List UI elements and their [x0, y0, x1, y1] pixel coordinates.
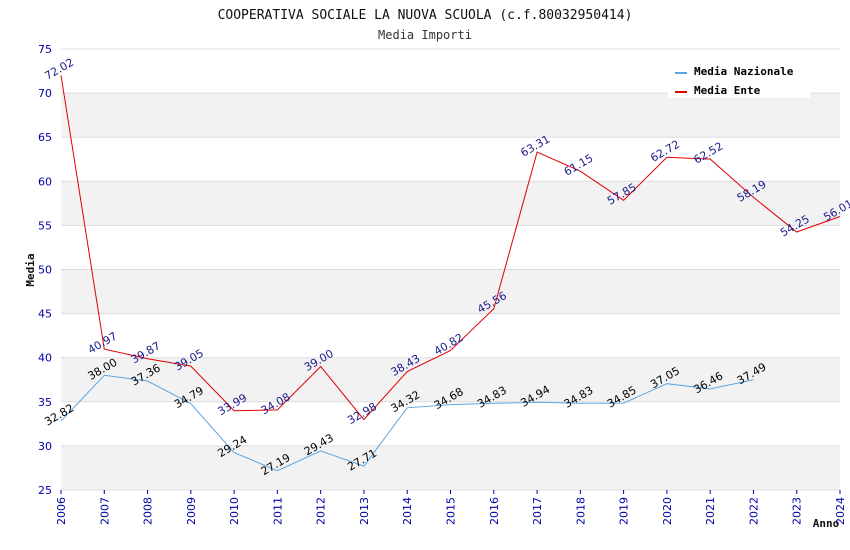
legend-label-ente: Media Ente: [694, 84, 761, 97]
legend-label-nazionale: Media Nazionale: [694, 65, 794, 78]
grid-bands: [61, 93, 840, 490]
x-tick-label: 2006: [55, 497, 68, 525]
y-tick-label: 50: [38, 264, 52, 277]
x-tick-label: 2023: [791, 497, 804, 525]
y-tick-label: 60: [38, 175, 52, 188]
y-tick-label: 40: [38, 352, 52, 365]
series-lines: [60, 75, 841, 472]
chart-title: COOPERATIVA SOCIALE LA NUOVA SCUOLA (c.f…: [218, 8, 633, 23]
data-label: 72.02: [42, 56, 76, 83]
x-tick-label: 2010: [228, 497, 241, 525]
grid-band: [61, 445, 840, 490]
x-tick-label: 2016: [488, 497, 501, 525]
x-tick-label: 2008: [142, 497, 155, 525]
grid-band: [61, 93, 840, 138]
x-tick-label: 2013: [358, 497, 371, 525]
x-tick-label: 2024: [834, 497, 847, 525]
y-tick-label: 30: [38, 440, 52, 453]
data-label: 40.82: [432, 331, 466, 358]
y-tick-label: 70: [38, 87, 52, 100]
x-tick-label: 2020: [661, 497, 674, 525]
x-tick-label: 2022: [747, 497, 760, 525]
data-label: 61.15: [562, 152, 596, 179]
y-tick-label: 25: [38, 484, 52, 497]
x-tick-label: 2011: [271, 497, 284, 525]
legend: Media Nazionale Media Ente: [668, 60, 810, 98]
series-line-nazionale: [60, 374, 754, 472]
x-tick-label: 2017: [531, 497, 544, 525]
x-tick-label: 2014: [401, 497, 414, 525]
x-axis-label: Anno: [813, 517, 840, 530]
y-tick-label: 75: [38, 43, 52, 56]
grid-band: [61, 181, 840, 226]
legend-box: [668, 60, 810, 98]
data-label: 62.52: [692, 140, 726, 167]
x-tick-label: 2009: [185, 497, 198, 525]
y-axis-label: Media: [24, 253, 37, 286]
grid-band: [61, 357, 840, 402]
y-tick-label: 35: [38, 396, 52, 409]
series-line-ente: [60, 75, 841, 421]
data-label: 32.98: [345, 400, 379, 427]
y-tick-label: 65: [38, 131, 52, 144]
x-tick-label: 2021: [704, 497, 717, 525]
x-tick-label: 2012: [315, 497, 328, 525]
x-axis-ticks: 2006 2007 2008 2009 2010 2011 2012 2013 2014 2015…: [55, 497, 847, 525]
x-tick-label: 2018: [574, 497, 587, 525]
y-tick-label: 55: [38, 219, 52, 232]
y-axis-ticks: 25 30 35 40 45 50 55 60 65 70 75: [38, 43, 52, 497]
x-tick-label: 2015: [445, 497, 458, 525]
y-tick-label: 45: [38, 308, 52, 321]
grid-band: [61, 269, 840, 314]
data-label: 40.97: [86, 330, 120, 357]
x-tick-label: 2007: [98, 497, 111, 525]
data-label: 62.72: [648, 138, 682, 165]
chart-subtitle: Media Importi: [378, 28, 472, 42]
x-tick-label: 2019: [618, 497, 631, 525]
